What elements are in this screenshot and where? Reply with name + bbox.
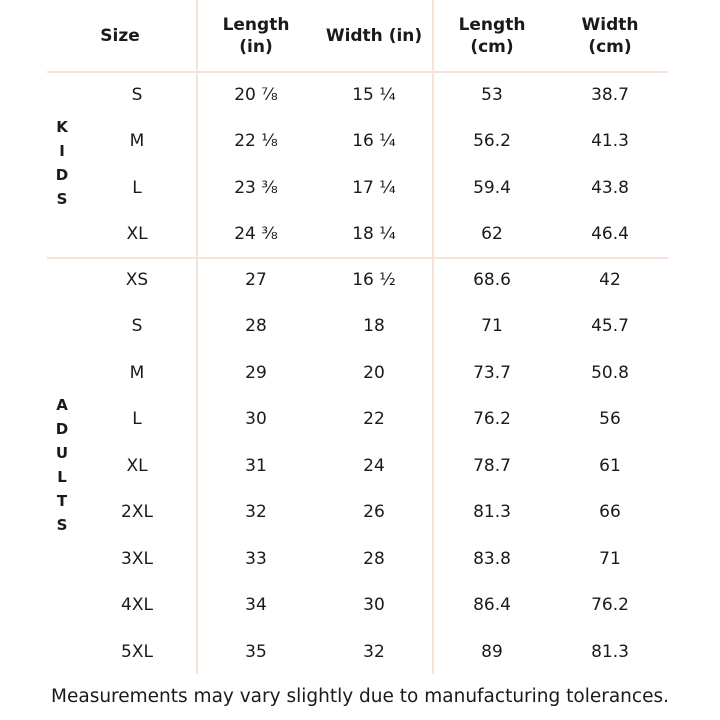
measurement: 29 [245, 362, 267, 383]
divider [432, 0, 434, 674]
measurement: 42 [599, 270, 621, 290]
measurement: 83.8 [473, 548, 511, 569]
measurement: 81.3 [473, 502, 511, 523]
measurement: 20 ⅞ [234, 85, 278, 105]
group-label: KIDS [53, 118, 71, 214]
size-label: XS [125, 270, 149, 290]
measurement: 38.7 [591, 85, 629, 105]
measurement: 76.2 [473, 409, 511, 430]
measurement: 17 ¼ [352, 177, 396, 198]
measurement: 50.8 [591, 362, 629, 383]
measurement: 62 [481, 224, 503, 245]
size-label: S [131, 316, 143, 337]
measurement: 22 [363, 409, 385, 430]
divider [47, 257, 668, 259]
measurement: 59.4 [473, 177, 511, 198]
measurement: 71 [599, 548, 621, 569]
measurement: 24 ⅜ [234, 224, 278, 245]
divider [47, 71, 668, 73]
measurement: 31 [245, 455, 267, 476]
measurement: 89 [481, 641, 503, 662]
footnote: Measurements may vary slightly due to ma… [51, 686, 669, 707]
measurement: 16 ¼ [352, 131, 396, 152]
measurement: 24 [363, 455, 385, 476]
column-header: (in) [239, 37, 273, 57]
measurement: 22 ⅛ [234, 131, 278, 152]
measurement: 81.3 [591, 641, 629, 662]
measurement: 28 [363, 548, 385, 569]
measurement: 56.2 [473, 131, 511, 152]
measurement: 33 [245, 548, 267, 569]
measurement: 61 [599, 455, 621, 476]
measurement: 26 [363, 502, 385, 523]
measurement: 34 [245, 595, 267, 616]
measurement: 27 [245, 270, 267, 290]
measurement: 86.4 [473, 595, 511, 616]
measurement: 16 ½ [352, 270, 396, 290]
measurement: 35 [245, 641, 267, 662]
column-header: Length [458, 15, 526, 35]
size-label: M [129, 131, 145, 152]
measurement: 15 ¼ [352, 85, 396, 105]
size-label: 4XL [121, 595, 153, 616]
size-label: 3XL [121, 548, 153, 569]
size-label: 2XL [121, 502, 153, 523]
size-label: S [131, 85, 143, 105]
measurement: 43.8 [591, 177, 629, 198]
measurement: 68.6 [473, 270, 511, 290]
measurement: 73.7 [473, 362, 511, 383]
measurement: 28 [245, 316, 267, 337]
measurement: 32 [363, 641, 385, 662]
group-label: ADULTS [53, 396, 71, 540]
measurement: 46.4 [591, 224, 629, 245]
column-header: (cm) [470, 37, 514, 57]
size-label: XL [126, 455, 148, 476]
column-header: Width [581, 15, 639, 35]
measurement: 30 [245, 409, 267, 430]
column-header: (cm) [588, 37, 632, 57]
measurement: 53 [481, 85, 503, 105]
measurement: 71 [481, 316, 503, 337]
measurement: 32 [245, 502, 267, 523]
measurement: 30 [363, 595, 385, 616]
measurement: 18 ¼ [352, 224, 396, 245]
divider [196, 0, 198, 674]
measurement: 45.7 [591, 316, 629, 337]
size-label: L [132, 177, 142, 198]
measurement: 18 [363, 316, 385, 337]
size-label: XL [126, 224, 148, 245]
measurement: 56 [599, 409, 621, 430]
size-label: M [129, 362, 145, 383]
measurement: 41.3 [591, 131, 629, 152]
measurement: 76.2 [591, 595, 629, 616]
column-header: Width (in) [325, 26, 423, 46]
size-label: 5XL [121, 641, 153, 662]
measurement: 66 [599, 502, 621, 523]
measurement: 20 [363, 362, 385, 383]
measurement: 78.7 [473, 455, 511, 476]
column-header: Length [222, 15, 290, 35]
size-label: L [132, 409, 142, 430]
measurement: 23 ⅜ [234, 177, 278, 198]
column-header: Size [100, 26, 140, 46]
